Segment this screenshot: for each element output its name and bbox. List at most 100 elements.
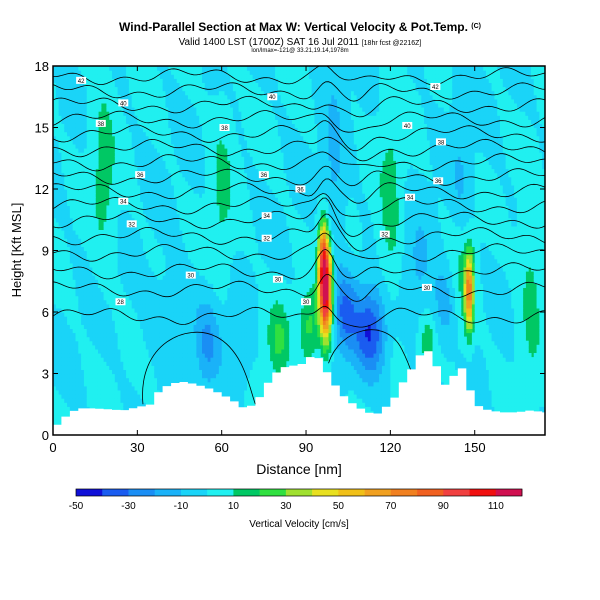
vv-cell [196,328,200,334]
vv-cell [58,250,63,256]
vv-cell [157,111,161,116]
vv-cell [67,160,71,165]
vv-cell [72,209,77,215]
vv-cell [137,348,141,354]
vv-cell [165,295,169,301]
vv-cell [134,189,138,194]
vv-cell [202,312,206,317]
vv-cell [157,131,161,137]
vv-cell [148,156,152,161]
vv-cell [75,328,79,334]
vv-cell [162,148,167,153]
vv-cell [185,287,189,293]
vv-cell [53,127,57,133]
vv-cell [75,340,79,346]
vv-cell [100,266,105,272]
vv-cell [168,209,172,215]
vv-cell [148,66,152,71]
vv-cell [176,148,181,153]
vv-cell [131,336,136,342]
vv-cell [97,324,102,329]
vv-cell [199,271,203,276]
vv-cell [67,197,71,202]
vv-cell [173,328,178,334]
vv-cell [179,98,183,104]
vv-cell [154,246,158,252]
vv-cell [78,336,82,342]
vv-cell [81,246,85,252]
vv-cell [67,164,71,170]
vv-cell [67,131,71,137]
vv-cell [103,336,108,342]
vv-cell [75,312,79,317]
vv-cell [89,271,93,276]
vv-cell [81,197,85,202]
vv-cell [61,365,65,370]
vv-cell [190,242,195,247]
vv-cell [159,201,164,206]
vv-cell [92,225,96,231]
vv-cell [64,111,68,116]
vv-cell [193,291,197,297]
vv-cell [179,119,183,124]
vv-cell [103,266,108,272]
vv-cell [131,344,136,350]
vv-cell [53,328,57,334]
vv-cell [95,303,99,309]
vv-cell [162,201,167,206]
vv-cell [117,262,122,268]
vv-cell [112,70,116,75]
vv-cell [97,348,102,354]
vv-cell [86,217,91,223]
vv-cell [142,205,147,211]
vv-cell [162,172,167,178]
vv-cell [123,238,127,243]
vv-cell [202,102,206,108]
vv-cell [182,90,186,96]
vv-cell [61,283,65,288]
vv-cell [112,230,116,235]
vv-cell [145,402,150,407]
vv-cell [199,381,203,387]
vv-cell [142,184,147,190]
vv-cell [123,254,127,260]
vv-cell [64,344,68,350]
vv-cell [61,291,65,297]
vv-cell [173,180,178,186]
vv-cell [83,168,88,174]
vv-cell [75,148,79,153]
vv-cell [171,217,175,223]
vv-cell [182,98,186,104]
vv-cell [162,156,167,161]
vv-cell [140,295,144,301]
vv-cell [190,94,195,100]
vv-cell [120,70,124,75]
vv-cell [199,164,203,170]
vv-cell [207,184,212,190]
vv-cell [202,377,206,383]
vv-cell [89,86,93,92]
vv-cell [159,78,164,83]
vv-cell [126,271,130,276]
vv-cell [72,389,77,395]
vv-cell [86,328,91,334]
vv-cell [81,348,85,354]
vv-cell [137,94,141,100]
vv-cell [53,279,57,284]
vv-cell [187,307,192,313]
vv-cell [109,299,113,305]
vv-cell [114,209,119,215]
vv-cell [95,340,99,346]
vv-cell [117,320,122,325]
vv-cell [67,90,71,96]
vv-cell [190,238,195,243]
vv-cell [140,234,144,239]
vv-cell [196,353,200,358]
vv-cell [176,357,181,362]
vv-cell [100,385,105,391]
vv-cell [109,332,113,338]
vv-cell [157,160,161,165]
vv-cell [165,320,169,325]
vv-cell [89,90,93,96]
vv-cell [134,303,138,309]
